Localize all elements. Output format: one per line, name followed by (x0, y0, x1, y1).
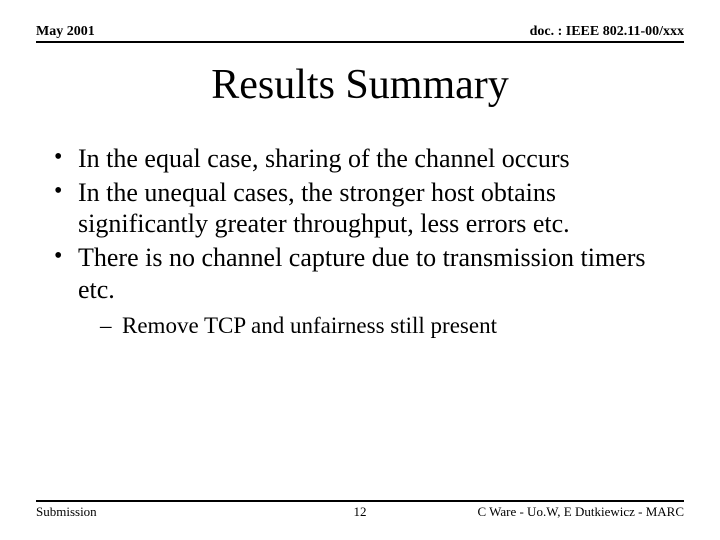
slide-title: Results Summary (36, 61, 684, 109)
bullet-text: In the unequal cases, the stronger host … (78, 178, 570, 239)
header-doc-id: doc. : IEEE 802.11-00/xxx (530, 24, 684, 40)
sub-bullet-item: Remove TCP and unfairness still present (100, 312, 676, 341)
footer-authors: C Ware - Uo.W, E Dutkiewicz - MARC (477, 504, 684, 520)
bullet-list: In the equal case, sharing of the channe… (48, 143, 676, 340)
bullet-item: In the unequal cases, the stronger host … (48, 177, 676, 240)
footer: Submission 12 C Ware - Uo.W, E Dutkiewic… (36, 500, 684, 520)
header: May 2001 doc. : IEEE 802.11-00/xxx (36, 24, 684, 43)
bullet-text: There is no channel capture due to trans… (78, 243, 646, 304)
footer-rule (36, 500, 684, 502)
bullet-text: In the equal case, sharing of the channe… (78, 144, 570, 173)
bullet-item: In the equal case, sharing of the channe… (48, 143, 676, 175)
footer-left: Submission (36, 504, 97, 520)
slide-body: In the equal case, sharing of the channe… (36, 143, 684, 340)
header-date: May 2001 (36, 24, 95, 40)
slide: May 2001 doc. : IEEE 802.11-00/xxx Resul… (0, 0, 720, 540)
bullet-item: There is no channel capture due to trans… (48, 242, 676, 340)
sub-bullet-list: Remove TCP and unfairness still present (78, 312, 676, 341)
